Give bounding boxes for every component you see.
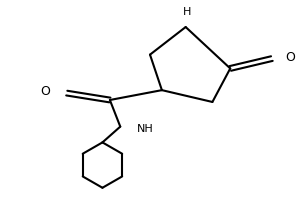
Text: O: O [40, 85, 50, 98]
Text: O: O [285, 51, 295, 64]
Text: NH: NH [136, 124, 153, 134]
Text: H: H [183, 7, 191, 17]
